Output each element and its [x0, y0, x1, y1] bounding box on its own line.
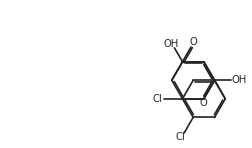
- Text: Cl: Cl: [175, 132, 185, 142]
- Text: O: O: [189, 37, 197, 47]
- Text: OH: OH: [163, 38, 178, 49]
- Text: O: O: [199, 98, 207, 108]
- Text: OH: OH: [230, 75, 245, 85]
- Text: Cl: Cl: [152, 94, 162, 104]
